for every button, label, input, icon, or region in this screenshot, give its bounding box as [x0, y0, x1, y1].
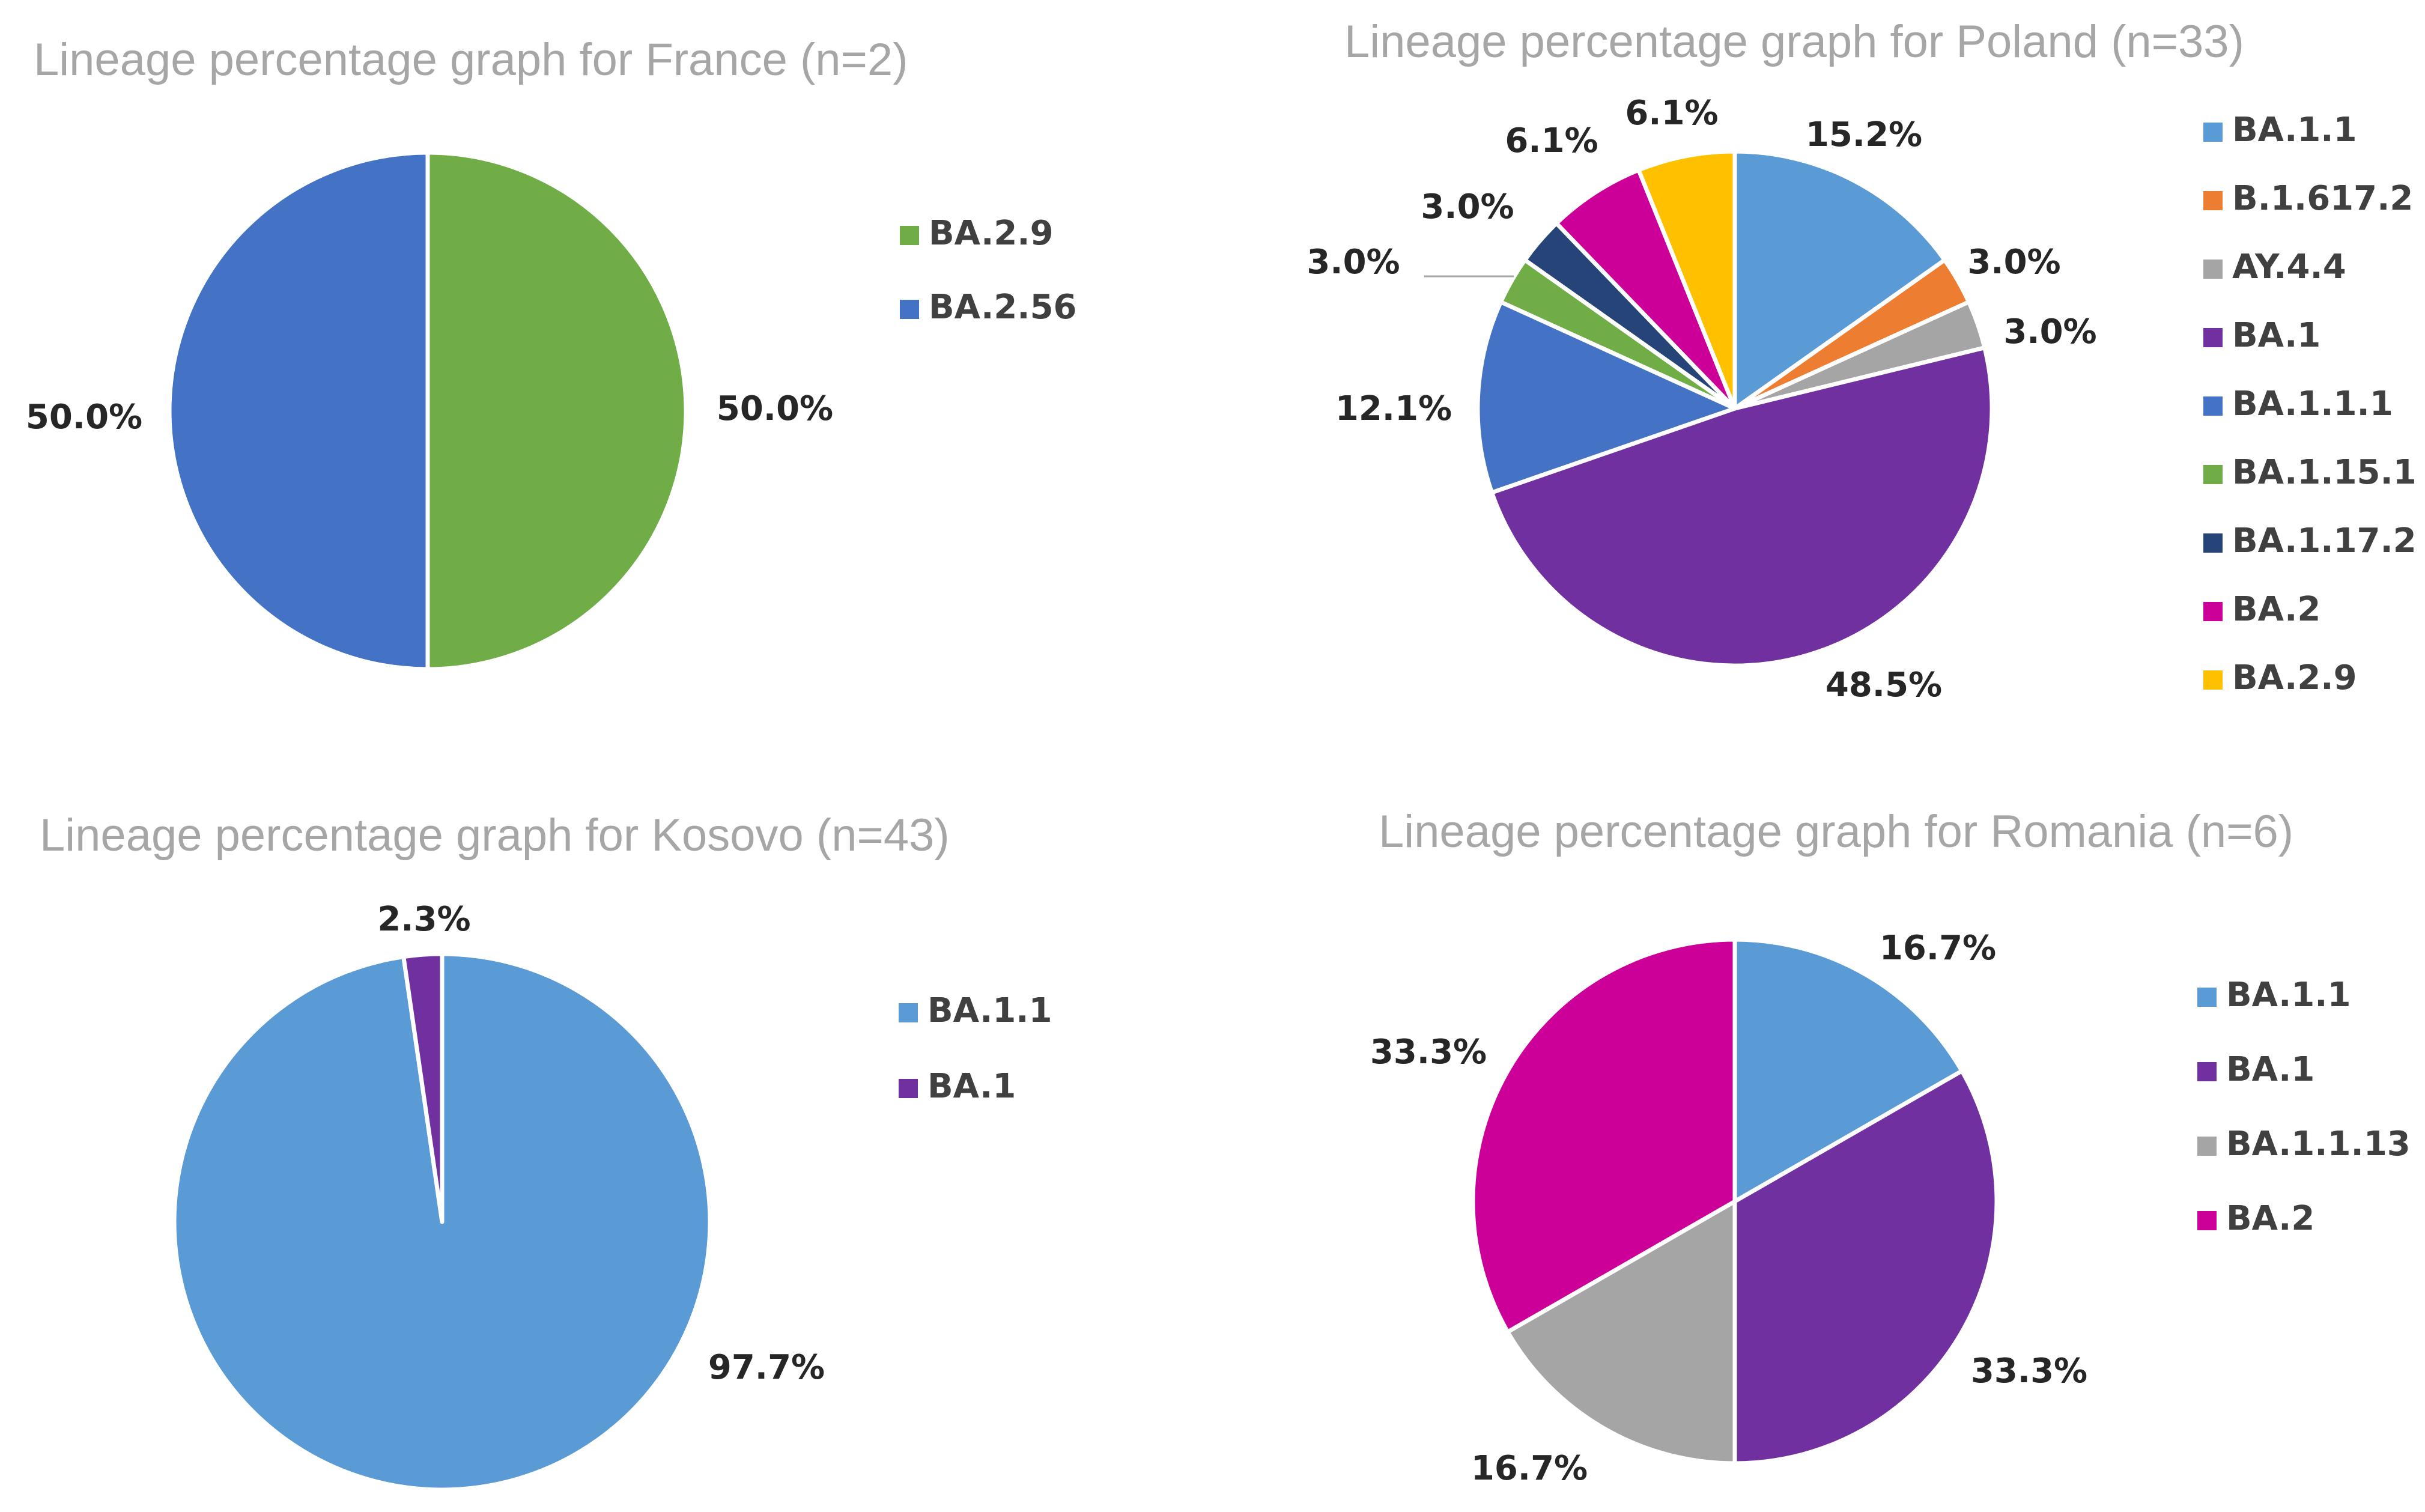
- legend-swatch: [900, 226, 919, 245]
- data-label: 3.0%: [1307, 243, 1400, 282]
- legend-swatch: [2203, 602, 2223, 621]
- legend-label: BA.1.1.13: [2226, 1125, 2411, 1164]
- pie-slice-ba-2-9: [1636, 149, 1737, 411]
- legend-item: BA.2.9: [900, 214, 1054, 253]
- legend-label: BA.1: [2226, 1050, 2314, 1089]
- legend-item: BA.2.9: [2203, 658, 2357, 697]
- pie-chart-kosovo: Lineage percentage graph for Kosovo (n=4…: [40, 810, 1052, 1492]
- legend-label: BA.1: [2232, 316, 2320, 355]
- chart-title: Lineage percentage graph for France (n=2…: [34, 34, 908, 85]
- pie-slice-ba-1: [1732, 1069, 1999, 1466]
- legend-item: BA.2: [2197, 1199, 2314, 1238]
- legend-item: BA.1: [2203, 316, 2320, 355]
- pie-slice-ba-2: [1554, 168, 1737, 411]
- data-label: 12.1%: [1335, 389, 1452, 428]
- data-label: 33.3%: [1370, 1033, 1487, 1072]
- data-label: 33.3%: [1971, 1352, 2087, 1391]
- legend-item: BA.1.1: [2203, 111, 2357, 150]
- legend-label: BA.1.17.2: [2232, 521, 2417, 560]
- pie-chart-france: Lineage percentage graph for France (n=2…: [26, 34, 1077, 672]
- legend-swatch: [2203, 328, 2223, 347]
- pie-slice-ba-2-56: [167, 150, 430, 672]
- data-label: 3.0%: [2003, 312, 2096, 351]
- chart-title: Lineage percentage graph for Romania (n=…: [1379, 806, 2293, 857]
- chart-title: Lineage percentage graph for Poland (n=3…: [1344, 16, 2244, 67]
- legend-swatch: [2197, 1062, 2217, 1081]
- legend-swatch: [2197, 988, 2217, 1007]
- legend-item: BA.1.1: [2197, 976, 2351, 1015]
- legend-label: BA.1.1: [927, 991, 1052, 1030]
- legend-label: BA.2: [2232, 590, 2320, 629]
- legend-label: BA.1.1: [2232, 111, 2357, 150]
- pie-chart-romania: Lineage percentage graph for Romania (n=…: [1370, 806, 2411, 1488]
- legend-swatch: [2203, 260, 2223, 279]
- pie-slice-ba-1-1: [1732, 937, 1964, 1204]
- legend-swatch: [2203, 670, 2223, 690]
- legend-label: B.1.617.2: [2232, 179, 2413, 218]
- pie-slice-ba-1-1-1: [1475, 300, 1737, 495]
- legend-item: BA.2: [2203, 590, 2320, 629]
- pie-slice-ba-1: [1490, 345, 1994, 668]
- data-label: 50.0%: [26, 398, 142, 437]
- legend-swatch: [2203, 191, 2223, 210]
- legend-swatch: [2203, 465, 2223, 484]
- pie-slice-ba-2-9: [425, 150, 688, 672]
- legend-label: BA.1.15.1: [2232, 453, 2417, 492]
- legend-item: BA.2.56: [900, 288, 1077, 327]
- data-label: 16.7%: [1471, 1449, 1588, 1488]
- data-label: 15.2%: [1806, 115, 1922, 154]
- legend-swatch: [2197, 1211, 2217, 1230]
- data-label: 2.3%: [377, 900, 470, 939]
- data-label: 3.0%: [1421, 187, 1514, 226]
- legend-swatch: [2203, 396, 2223, 416]
- data-label: 3.0%: [1967, 243, 2060, 282]
- legend-swatch: [900, 300, 919, 319]
- pie-slice-ba-1-1: [1732, 149, 1947, 411]
- pie-chart-poland: Lineage percentage graph for Poland (n=3…: [1307, 16, 2416, 705]
- legend-label: BA.2.9: [929, 214, 1054, 253]
- legend-item: BA.1.17.2: [2203, 521, 2417, 560]
- legend-item: BA.1.15.1: [2203, 453, 2417, 492]
- legend-swatch: [2197, 1137, 2217, 1156]
- data-label: 97.7%: [708, 1348, 825, 1387]
- legend-label: BA.1.1.1: [2232, 384, 2393, 424]
- legend-swatch: [2203, 533, 2223, 553]
- legend-item: BA.1.1.1: [2203, 384, 2393, 424]
- data-label: 50.0%: [717, 389, 833, 428]
- data-label: 16.7%: [1880, 929, 1996, 968]
- legend-item: AY.4.4: [2203, 247, 2346, 287]
- pie-slice-ba-1: [401, 952, 445, 1224]
- legend-label: AY.4.4: [2232, 247, 2346, 287]
- legend-label: BA.1.1: [2226, 976, 2351, 1015]
- pie-slice-ba-1-1-13: [1505, 1199, 1737, 1466]
- legend-item: BA.1: [899, 1067, 1016, 1106]
- legend-label: BA.2.9: [2232, 658, 2357, 697]
- data-label: 6.1%: [1505, 121, 1598, 160]
- legend-label: BA.2.56: [929, 288, 1077, 327]
- chart-title: Lineage percentage graph for Kosovo (n=4…: [40, 810, 950, 861]
- data-label: 6.1%: [1625, 94, 1718, 133]
- legend-swatch: [2203, 123, 2223, 142]
- legend-label: BA.1: [927, 1067, 1016, 1106]
- legend-swatch: [899, 1003, 918, 1022]
- data-label: 48.5%: [1826, 666, 1942, 705]
- legend-item: BA.1.1.13: [2197, 1125, 2411, 1164]
- legend-swatch: [899, 1079, 918, 1098]
- legend-item: BA.1.1: [899, 991, 1052, 1030]
- pie-slice-ba-2: [1470, 937, 1737, 1334]
- legend-label: BA.2: [2226, 1199, 2314, 1238]
- legend-item: BA.1: [2197, 1050, 2314, 1089]
- legend-item: B.1.617.2: [2203, 179, 2413, 218]
